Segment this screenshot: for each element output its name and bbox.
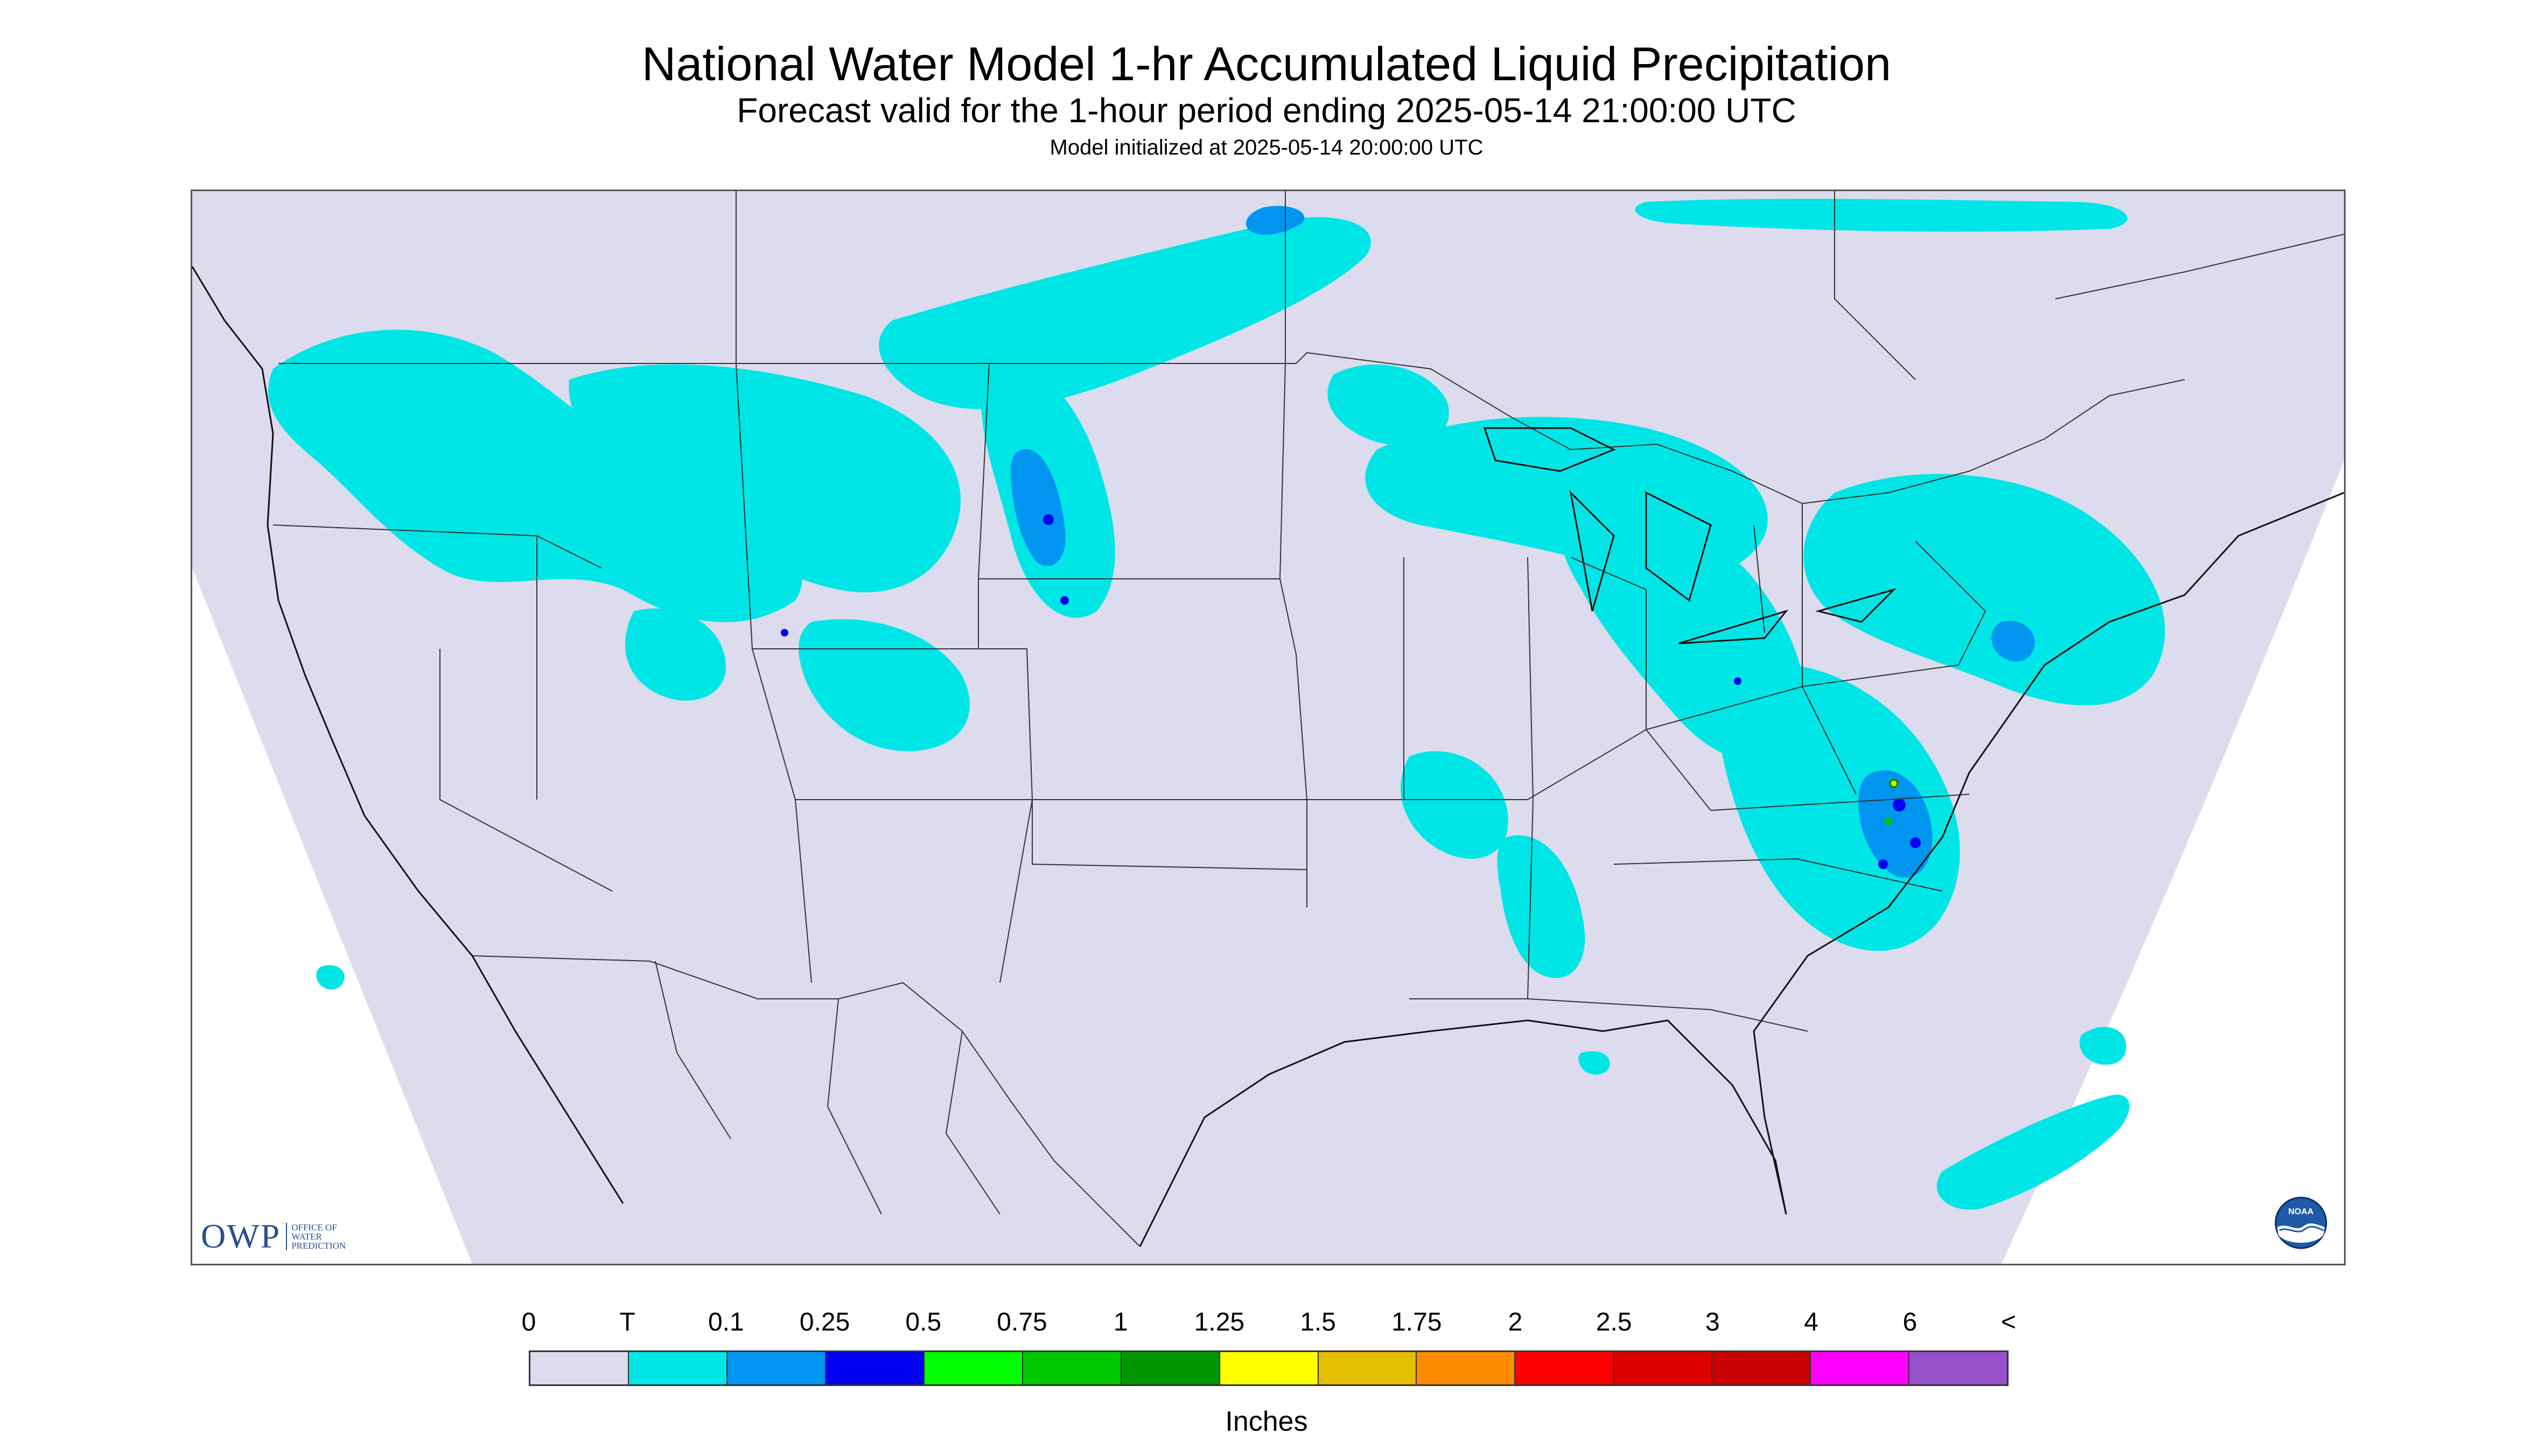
precip-lower-mississippi (1401, 751, 1508, 859)
state-line (1403, 557, 1857, 999)
pacific-coast (192, 266, 624, 1204)
precip-heavy-cores (1885, 779, 1899, 825)
precip-cell (781, 629, 788, 636)
legend-swatch (1121, 1352, 1220, 1384)
gulf-coast (1139, 1019, 1787, 1247)
legend-tick-label: 1.25 (1194, 1308, 1245, 1336)
map-title: National Water Model 1-hr Accumulated Li… (641, 37, 1892, 90)
precip-canada-band (879, 217, 1371, 410)
legend-swatch (1318, 1352, 1417, 1384)
precip-northern-rockies (569, 364, 961, 592)
precip-cell (1893, 799, 1906, 811)
legend-labels: 0 T 0.1 0.25 0.5 0.75 1 1.25 1.5 1.75 2 2.5 3 4 6 < (0, 1307, 2533, 1340)
precipitation-map (192, 191, 2344, 1264)
precip-canada-core (1245, 206, 1305, 235)
legend-swatch (825, 1352, 925, 1384)
legend-tick-label: 6 (1902, 1308, 1918, 1336)
noaa-logo: NOAA (2275, 1196, 2327, 1249)
legend-tick-label: 2 (1508, 1308, 1523, 1336)
precip-idaho (625, 608, 726, 701)
precip-cell (1878, 859, 1888, 869)
legend-tick-label: < (2000, 1308, 2017, 1336)
legend-tick-label: 0 (521, 1308, 536, 1336)
legend-swatch (1712, 1352, 1811, 1384)
precip-nd-core (1011, 449, 1066, 566)
us-canada-border (278, 352, 2185, 505)
state-line (1409, 794, 1970, 1032)
owp-logo-subtext: OFFICE OF WATER PREDICTION (286, 1222, 346, 1251)
precip-pa-core (1991, 621, 2035, 662)
legend-tick-label: T (619, 1308, 635, 1336)
owp-subtext-line: OFFICE OF (291, 1222, 337, 1233)
map-panel: OWP OFFICE OF WATER PREDICTION NOAA (191, 190, 2346, 1265)
legend-swatch (924, 1352, 1023, 1384)
state-line (272, 363, 812, 983)
legend-units-label: Inches (1225, 1406, 1308, 1437)
legend-swatch (628, 1352, 727, 1384)
political-boundaries (272, 191, 2344, 1247)
precip-alabama (1497, 835, 1585, 978)
forecast-valid-subtitle: Forecast valid for the 1-hour period end… (737, 91, 1796, 130)
legend-swatch (1023, 1352, 1122, 1384)
precip-pnw (268, 330, 802, 622)
legend-tick-label: 4 (1804, 1308, 1818, 1336)
precip-cell (1910, 837, 1921, 848)
owp-subtext-line: WATER (291, 1231, 322, 1242)
legend-tick-label: 2.5 (1596, 1308, 1632, 1336)
legend-tick-label: 0.25 (799, 1308, 850, 1336)
precip-canada-east (1635, 199, 2128, 232)
precip-minnesota (1327, 364, 1449, 445)
precip-trace-areas (268, 199, 2165, 1210)
legend-swatch (1417, 1352, 1516, 1384)
coastlines (192, 266, 2344, 1247)
precip-mid-atlantic (1719, 663, 1960, 951)
precip-atlantic-small (2079, 1027, 2126, 1065)
model-init-caption: Model initialized at 2025-05-14 20:00:00… (1049, 136, 1484, 159)
owp-logo-text: OWP (201, 1217, 281, 1255)
legend-tick-label: 1.5 (1300, 1308, 1336, 1336)
legend-tick-label: 0.75 (997, 1308, 1047, 1336)
precip-cell (1060, 596, 1069, 605)
legend-swatch (1220, 1352, 1319, 1384)
state-line (1032, 578, 1647, 907)
owp-logo: OWP OFFICE OF WATER PREDICTION (201, 1216, 346, 1256)
great-lakes-outline (1483, 427, 1897, 645)
legend-swatch (1909, 1352, 2007, 1384)
atlantic-coast (1753, 492, 2344, 1215)
legend-tick-label: 1 (1113, 1308, 1128, 1336)
owp-subtext-line: PREDICTION (291, 1240, 346, 1251)
legend-tick-label: 0.5 (905, 1308, 942, 1336)
precip-california-small (316, 965, 345, 990)
legend-swatch (1614, 1352, 1713, 1384)
legend-swatch (727, 1352, 826, 1384)
legend-colorbar (529, 1350, 2009, 1386)
precip-light-areas (1011, 206, 2035, 878)
legend-swatch (530, 1352, 629, 1384)
noaa-logo-text: NOAA (2288, 1207, 2314, 1216)
legend-swatch (1811, 1352, 1910, 1384)
precip-cell (1734, 677, 1741, 685)
legend-tick-label: 3 (1705, 1308, 1720, 1336)
precip-core (1885, 817, 1892, 825)
precip-moderate-areas (781, 514, 1921, 869)
model-domain (192, 191, 2344, 1264)
mexico-state-line (655, 961, 1000, 1215)
legend-tick-label: 1.75 (1391, 1308, 1442, 1336)
precip-va-core (1858, 770, 1933, 878)
precip-cell (1043, 514, 1054, 525)
precip-atlantic-offshore (1936, 1095, 2130, 1210)
us-mexico-border (472, 955, 1140, 1247)
legend-swatch (1515, 1352, 1614, 1384)
precip-northeast (1803, 474, 2165, 705)
precip-core (1891, 781, 1897, 786)
precip-wyoming-colorado (799, 619, 970, 751)
legend-tick-label: 0.1 (708, 1308, 744, 1336)
canada-province-line (736, 191, 2344, 380)
precip-south-texas-small (1578, 1051, 1610, 1075)
